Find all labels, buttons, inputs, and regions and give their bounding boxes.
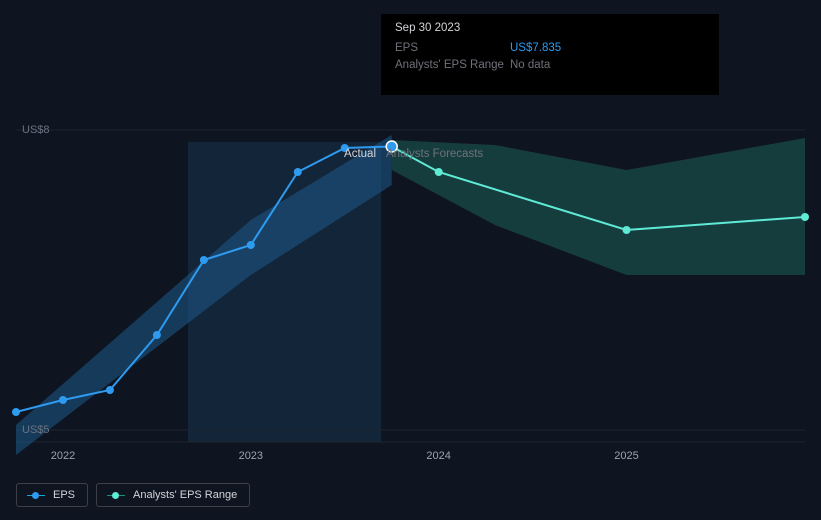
tooltip-value: No data: [510, 57, 550, 74]
legend-label: Analysts' EPS Range: [133, 489, 237, 501]
x-axis-label: 2024: [426, 450, 450, 462]
legend-item[interactable]: Analysts' EPS Range: [96, 483, 250, 507]
tooltip-row: Analysts' EPS RangeNo data: [395, 57, 705, 74]
eps-point[interactable]: [247, 241, 255, 249]
tooltip-key: EPS: [395, 40, 510, 57]
legend-swatch-icon: [27, 491, 45, 499]
x-axis-label: 2023: [239, 450, 263, 462]
x-axis-label: 2025: [614, 450, 638, 462]
tooltip: Sep 30 2023 EPSUS$7.835Analysts' EPS Ran…: [381, 14, 719, 95]
forecast-point[interactable]: [623, 226, 631, 234]
eps-point[interactable]: [106, 386, 114, 394]
legend-item[interactable]: EPS: [16, 483, 88, 507]
legend-swatch-icon: [107, 491, 125, 499]
eps-chart: US$8 US$5 2022 2023 2024 2025 Actual Analyst…: [0, 0, 821, 520]
legend-label: EPS: [53, 489, 75, 501]
tooltip-date: Sep 30 2023: [395, 22, 705, 34]
legend: EPS Analysts' EPS Range: [16, 483, 250, 507]
x-axis-label: 2022: [51, 450, 75, 462]
tooltip-row: EPSUS$7.835: [395, 40, 705, 57]
forecast-point[interactable]: [801, 213, 809, 221]
eps-point[interactable]: [153, 331, 161, 339]
region-label-forecast: Analysts Forecasts: [386, 148, 483, 160]
eps-point[interactable]: [59, 396, 67, 404]
y-axis-label: US$5: [22, 424, 50, 436]
tooltip-key: Analysts' EPS Range: [395, 57, 510, 74]
eps-point[interactable]: [294, 168, 302, 176]
tooltip-value: US$7.835: [510, 40, 561, 57]
eps-point[interactable]: [12, 408, 20, 416]
eps-point[interactable]: [200, 256, 208, 264]
y-axis-label: US$8: [22, 124, 50, 136]
forecast-point[interactable]: [435, 168, 443, 176]
region-label-actual: Actual: [344, 148, 376, 160]
